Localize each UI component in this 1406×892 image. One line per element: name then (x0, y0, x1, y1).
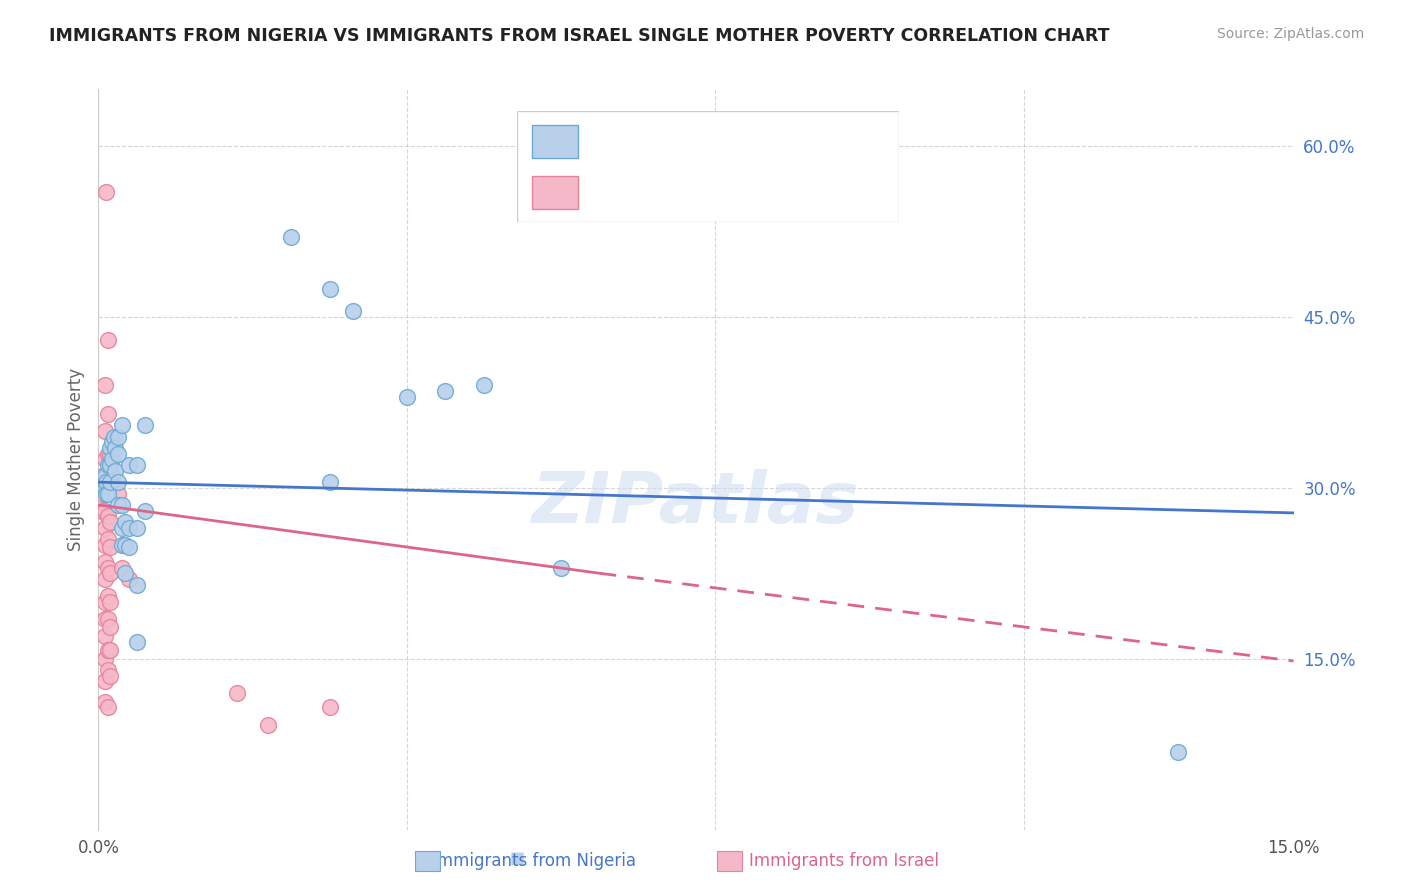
Point (110, 521, 132, 535)
Point (93, 521, 115, 535)
Point (93, 469, 115, 483)
Point (98, 441, 121, 455)
Point (134, 418, 156, 433)
Point (93, 572, 115, 586)
Text: Immigrants from Israel: Immigrants from Israel (748, 852, 939, 870)
Point (97, 509, 120, 524)
Point (319, 699, 342, 714)
Point (93, 674, 115, 689)
Point (342, 304, 364, 318)
Text: Source: ZipAtlas.com: Source: ZipAtlas.com (1216, 27, 1364, 41)
Point (98, 595, 121, 609)
Point (93, 481, 115, 495)
Point (98, 481, 121, 495)
Point (97, 589, 120, 603)
Point (280, 230, 302, 244)
Point (118, 458, 141, 472)
Point (98, 447, 121, 461)
Text: ZIPatlas: ZIPatlas (533, 469, 859, 538)
Point (93, 695, 115, 709)
Point (93, 555, 115, 569)
Point (134, 503, 156, 517)
Point (103, 429, 125, 443)
Point (97, 642, 120, 657)
Point (94, 486, 117, 500)
Text: IMMIGRANTS FROM NIGERIA VS IMMIGRANTS FROM ISRAEL SINGLE MOTHER POVERTY CORRELAT: IMMIGRANTS FROM NIGERIA VS IMMIGRANTS FR… (49, 27, 1109, 45)
Point (319, 281, 342, 295)
Point (91, 486, 114, 500)
Point (97, 458, 120, 472)
Point (97, 663, 120, 677)
Point (93, 538, 115, 552)
Point (93, 378, 115, 392)
Point (104, 441, 127, 455)
Point (104, 464, 127, 478)
Point (114, 566, 136, 581)
Point (107, 498, 129, 512)
Point (98, 669, 121, 683)
Point (97, 532, 120, 546)
Point (97, 333, 120, 347)
Point (94, 185, 117, 199)
Point (118, 540, 141, 554)
Text: Immigrants from Nigeria: Immigrants from Nigeria (432, 852, 637, 870)
Point (114, 515, 136, 529)
Point (118, 572, 141, 586)
Point (125, 577, 148, 591)
Point (97, 486, 120, 500)
Point (226, 686, 249, 700)
Point (93, 452, 115, 467)
Point (93, 629, 115, 643)
Point (94, 475, 117, 490)
Point (125, 458, 148, 472)
Point (93, 503, 115, 517)
Point (107, 447, 129, 461)
Point (101, 435, 124, 450)
Point (97, 407, 120, 421)
Point (98, 540, 121, 554)
Point (110, 418, 132, 433)
Point (434, 384, 457, 398)
Point (472, 378, 495, 392)
Point (550, 560, 572, 574)
Point (110, 498, 132, 512)
Point (97, 612, 120, 626)
Point (98, 620, 121, 634)
Point (107, 475, 129, 490)
Point (107, 429, 129, 443)
Point (125, 634, 148, 648)
Point (98, 458, 121, 472)
Point (319, 475, 342, 490)
Point (93, 612, 115, 626)
Point (107, 486, 129, 500)
Point (97, 481, 120, 495)
Point (101, 452, 124, 467)
Point (118, 521, 141, 535)
Point (98, 475, 121, 490)
Point (101, 469, 124, 483)
Y-axis label: Single Mother Poverty: Single Mother Poverty (66, 368, 84, 551)
Point (93, 424, 115, 438)
Point (93, 595, 115, 609)
Point (125, 521, 148, 535)
Point (1167, 745, 1189, 759)
Point (97, 560, 120, 574)
Point (395, 390, 418, 404)
Point (114, 538, 136, 552)
Point (257, 718, 280, 732)
Point (93, 481, 115, 495)
Text: ▪: ▪ (509, 846, 534, 870)
Point (110, 560, 132, 574)
Point (98, 642, 121, 657)
Point (98, 566, 121, 581)
Point (91, 469, 114, 483)
Point (93, 651, 115, 665)
Point (97, 699, 120, 714)
Point (97, 447, 120, 461)
Point (91, 503, 114, 517)
Point (110, 538, 132, 552)
Point (98, 515, 121, 529)
